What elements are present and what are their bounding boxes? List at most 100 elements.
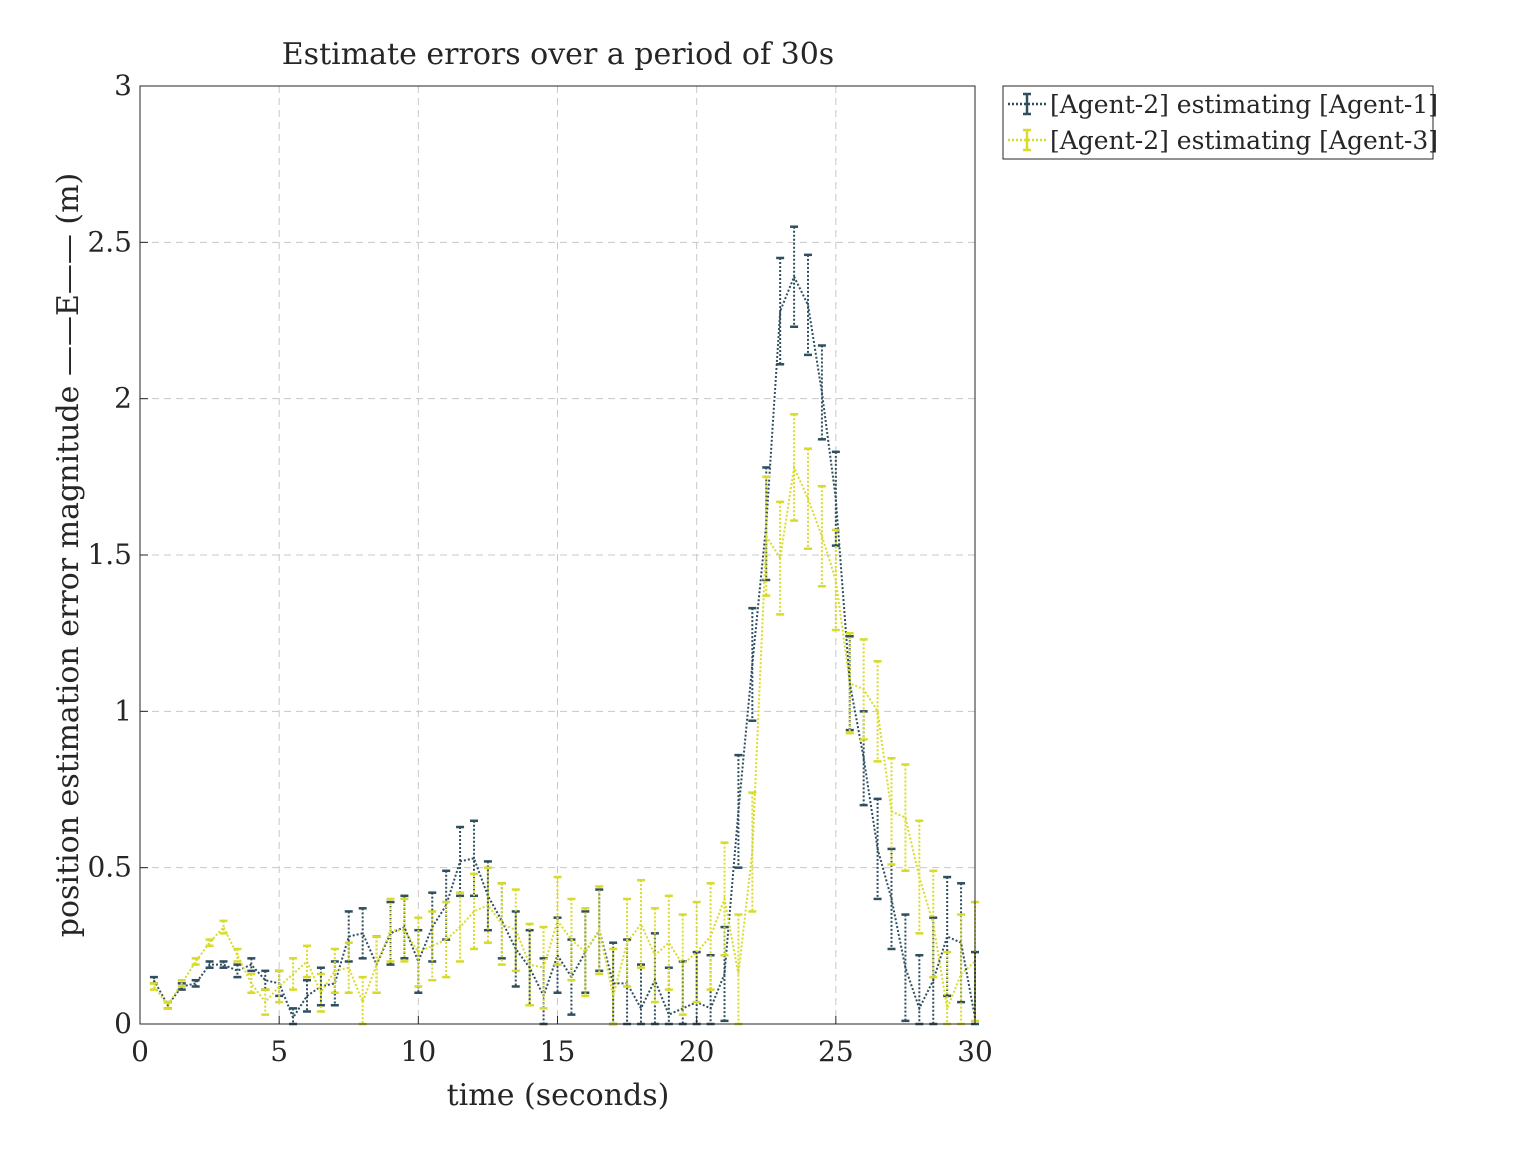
y-tick-label: 0 xyxy=(114,1007,132,1040)
grid-lines xyxy=(140,86,975,1024)
error-bar xyxy=(289,957,298,991)
error-bar xyxy=(748,606,757,722)
error-bar xyxy=(650,932,659,1026)
error-bar xyxy=(748,791,757,913)
error-bar xyxy=(790,225,799,329)
error-bar xyxy=(539,925,548,1010)
error-bar xyxy=(344,941,353,994)
error-bar xyxy=(678,913,687,1016)
error-bar xyxy=(915,953,924,1026)
error-bar xyxy=(901,763,910,873)
error-bar xyxy=(817,484,826,588)
chart-title: Estimate errors over a period of 30s xyxy=(282,37,834,72)
error-bar xyxy=(205,938,214,948)
y-tick-label: 1 xyxy=(114,694,132,727)
error-bar xyxy=(525,922,534,1007)
ticks: 0 5 10 15 20 25 30 0 0.5 1 1.5 2 2.5 3 xyxy=(87,69,992,1068)
legend-box xyxy=(1002,85,1434,160)
error-bar xyxy=(595,885,604,976)
error-bar xyxy=(567,938,576,1016)
series-line xyxy=(153,463,976,1013)
error-bar xyxy=(191,957,200,966)
error-bar xyxy=(428,891,437,963)
x-tick-label: 10 xyxy=(401,1035,437,1068)
error-bar xyxy=(149,982,158,991)
error-bar xyxy=(372,935,381,994)
error-bar xyxy=(219,919,228,935)
error-bar xyxy=(734,753,743,869)
error-bar xyxy=(511,888,520,973)
error-bar xyxy=(414,916,423,988)
error-bar xyxy=(859,638,868,741)
series-1 xyxy=(149,225,979,1026)
error-bar xyxy=(386,897,395,963)
error-bar xyxy=(428,910,437,982)
error-bar xyxy=(163,1000,172,1010)
error-bar xyxy=(386,900,395,966)
error-bar xyxy=(205,960,214,969)
error-bar xyxy=(316,966,325,1007)
x-tick-label: 0 xyxy=(131,1035,149,1068)
error-bar xyxy=(442,900,451,979)
error-bar xyxy=(943,875,952,998)
series-2 xyxy=(149,413,979,1026)
error-bar xyxy=(247,957,256,973)
error-bar xyxy=(831,528,840,632)
error-bar xyxy=(873,797,882,901)
error-bar xyxy=(400,897,409,963)
error-bar xyxy=(873,660,882,763)
x-tick-label: 5 xyxy=(270,1035,288,1068)
error-bar xyxy=(344,910,353,963)
error-bar xyxy=(650,907,659,1004)
error-bar xyxy=(330,947,339,994)
error-bar xyxy=(233,963,242,979)
error-bar xyxy=(456,891,465,963)
x-tick-label: 20 xyxy=(679,1035,715,1068)
y-tick-label: 1.5 xyxy=(87,538,132,571)
error-bar xyxy=(804,447,812,550)
error-bar xyxy=(637,878,645,969)
y-tick-label: 0.5 xyxy=(87,851,132,884)
y-tick-label: 2 xyxy=(114,382,132,415)
error-bar xyxy=(581,907,590,998)
error-bar xyxy=(567,897,576,982)
error-bar xyxy=(817,344,826,441)
error-bar xyxy=(470,872,478,951)
error-bar xyxy=(247,972,256,994)
error-bar xyxy=(887,756,896,866)
error-bar xyxy=(915,819,924,935)
x-axis-label: time (seconds) xyxy=(447,1078,670,1113)
error-bar xyxy=(776,256,785,366)
error-bar xyxy=(442,869,451,941)
error-bar xyxy=(358,907,367,960)
y-tick-label: 3 xyxy=(114,69,132,102)
error-bar xyxy=(706,882,715,991)
legend-label-series-2: [Agent-2] estimating [Agent-3] xyxy=(1050,126,1438,155)
error-bar xyxy=(177,978,186,988)
error-bar xyxy=(637,963,645,1026)
error-bar xyxy=(303,978,311,1013)
error-bar xyxy=(470,819,478,898)
error-bar xyxy=(303,944,311,979)
error-bar xyxy=(483,866,492,944)
error-bar xyxy=(664,894,673,991)
series-line xyxy=(153,274,976,1020)
y-axis-label: position estimation error magnitude ——E—… xyxy=(51,173,86,938)
error-bar xyxy=(957,882,966,1004)
error-bar xyxy=(456,825,465,898)
series-layer xyxy=(149,225,979,1026)
error-bar xyxy=(692,900,701,1004)
error-bar xyxy=(316,972,325,1013)
error-bar xyxy=(275,969,284,1004)
legend-label-series-1: [Agent-2] estimating [Agent-1] xyxy=(1050,90,1438,119)
error-bar xyxy=(261,988,270,1016)
legend: [Agent-2] estimating [Agent-1] [Agent-2]… xyxy=(1002,85,1438,160)
error-bar xyxy=(191,978,200,988)
error-bar xyxy=(831,450,840,547)
error-bar xyxy=(929,869,938,979)
error-bar xyxy=(233,947,242,963)
error-bar xyxy=(859,710,868,807)
error-bar xyxy=(553,875,562,966)
error-bar xyxy=(720,841,729,957)
